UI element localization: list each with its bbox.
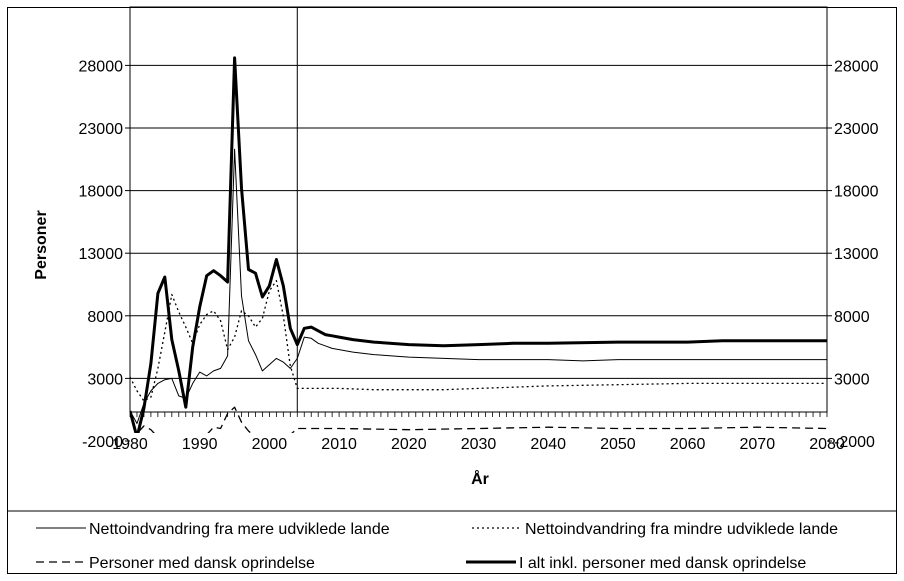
legend-label-series-4: I alt inkl. personer med dansk oprindels…	[519, 555, 806, 572]
series-line-4	[130, 56, 827, 433]
x-tick-label-2020: 2020	[391, 436, 427, 453]
series-line-2	[130, 280, 827, 402]
y-axis-label: Personer	[33, 210, 50, 279]
legend-label-series-1: Nettoindvandring fra mere udviklede land…	[89, 521, 390, 538]
legend-label-series-3: Personer med dansk oprindelse	[89, 555, 315, 572]
x-tick-label-2070: 2070	[740, 436, 776, 453]
x-tick-label-2010: 2010	[321, 436, 357, 453]
y-tick-label-right-28000: 28000	[834, 58, 879, 75]
y-tick-label-right--2000: -2000	[834, 434, 875, 451]
y-tick-label-right-3000: 3000	[834, 371, 870, 388]
x-tick-label-2030: 2030	[461, 436, 497, 453]
y-tick-label-28000: 28000	[79, 58, 124, 75]
x-tick-label-1990: 1990	[182, 436, 218, 453]
x-tick-label-1980: 1980	[112, 436, 148, 453]
series-line-3	[136, 406, 827, 433]
y-tick-label-right-8000: 8000	[834, 309, 870, 326]
y-tick-label-right-23000: 23000	[834, 121, 879, 138]
legend: Nettoindvandring fra mere udviklede land…	[7, 510, 897, 572]
x-tick-label-2000: 2000	[252, 436, 288, 453]
y-tick-label-23000: 23000	[79, 121, 124, 138]
x-tick-label-2060: 2060	[670, 436, 706, 453]
y-tick-label-right-18000: 18000	[834, 184, 879, 201]
series-line-1	[130, 148, 827, 424]
y-tick-label-8000: 8000	[87, 309, 123, 326]
legend-label-series-2: Nettoindvandring fra mindre udviklede la…	[525, 521, 838, 538]
y-tick-label-18000: 18000	[79, 184, 124, 201]
x-tick-label-2040: 2040	[530, 436, 566, 453]
y-tick-label-3000: 3000	[87, 371, 123, 388]
x-tick-label-2080: 2080	[809, 436, 845, 453]
x-axis-label: År	[471, 469, 489, 488]
y-tick-label--2000: -2000	[82, 434, 123, 451]
y-tick-label-13000: 13000	[79, 246, 124, 263]
y-tick-label-right-13000: 13000	[834, 246, 879, 263]
x-tick-label-2050: 2050	[600, 436, 636, 453]
